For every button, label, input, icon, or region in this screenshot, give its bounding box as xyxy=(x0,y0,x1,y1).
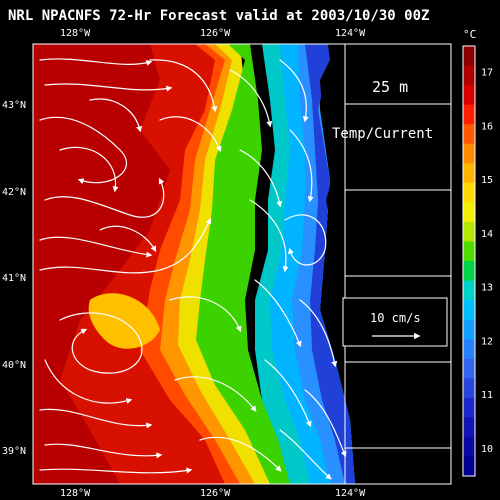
current-streamline xyxy=(284,214,327,266)
depth-label: 25 m xyxy=(372,78,408,96)
top-lon-label: 126°W xyxy=(200,28,231,39)
current-streamline xyxy=(304,389,347,458)
colorbar-tick-label: 12 xyxy=(481,336,493,347)
colorbar-segment xyxy=(463,65,475,86)
current-streamline xyxy=(89,98,143,133)
colorbar-segment xyxy=(463,182,475,203)
current-streamline xyxy=(169,296,242,333)
top-longitude-labels: 128°W 126°W 124°W xyxy=(60,28,366,39)
current-streamline xyxy=(239,149,283,208)
colorbar-segment xyxy=(463,221,475,242)
colorbar-segment xyxy=(463,378,475,399)
current-streamline xyxy=(44,359,133,404)
colorbar-segment xyxy=(463,417,475,438)
current-streamline xyxy=(99,225,157,253)
colorbar-segment xyxy=(463,339,475,360)
latitude-labels: 43°N 42°N 41°N 40°N 39°N xyxy=(2,100,26,457)
colorbar-segment xyxy=(463,46,475,67)
colorbar-tick-label: 16 xyxy=(481,121,493,132)
current-streamline xyxy=(39,217,212,274)
colorbar-segment xyxy=(463,300,475,321)
current-streamline xyxy=(39,467,193,474)
figure-title: NRL NPACNFS 72-Hr Forecast valid at 2003… xyxy=(8,8,429,24)
colorbar-segment xyxy=(463,436,475,457)
sst-coastal-blue xyxy=(305,44,355,484)
bottom-lon-label: 126°W xyxy=(200,488,231,499)
colorbar-segment xyxy=(463,280,475,301)
sst-yellow xyxy=(88,293,160,349)
current-streamline xyxy=(279,59,309,123)
colorbar-segment xyxy=(463,143,475,164)
current-streamline xyxy=(39,58,153,66)
colorbar-tick-labels: 17 16 15 14 13 12 11 10 xyxy=(481,68,493,455)
field-label: Temp/Current xyxy=(332,126,433,142)
colorbar-segment xyxy=(463,202,475,223)
bottom-lon-label: 128°W xyxy=(60,488,91,499)
colorbar-segment xyxy=(463,358,475,379)
graticule xyxy=(344,44,451,484)
lat-label: 40°N xyxy=(2,360,26,371)
bottom-lon-label: 124°W xyxy=(335,488,366,499)
top-lon-label: 128°W xyxy=(60,28,91,39)
map-panel xyxy=(33,44,451,484)
lat-label: 41°N xyxy=(2,273,26,284)
current-streamline xyxy=(199,436,282,472)
current-streamline xyxy=(279,429,332,480)
land-mask xyxy=(320,44,451,484)
current-streamline xyxy=(44,177,165,218)
colorbar-segment xyxy=(463,397,475,418)
colorbar-segment xyxy=(463,261,475,282)
current-streamline xyxy=(39,116,127,184)
current-streamline xyxy=(149,59,218,113)
sst-deep-red xyxy=(33,44,170,484)
colorbar-segment xyxy=(463,319,475,340)
colorbar-unit: °C xyxy=(463,28,476,41)
current-streamline xyxy=(44,83,173,92)
vector-scale-box: 10 cm/s xyxy=(342,297,448,347)
current-streamline xyxy=(174,376,257,412)
colorbar-tick-label: 13 xyxy=(481,283,493,294)
colorbar-frame xyxy=(462,45,476,477)
lat-label: 42°N xyxy=(2,187,26,198)
current-streamline xyxy=(159,116,222,153)
current-streamline xyxy=(59,312,143,374)
colorbar-segment xyxy=(463,456,475,477)
colorbar-tick-label: 17 xyxy=(481,68,493,79)
colorbar-segment xyxy=(463,104,475,125)
map-frame xyxy=(32,43,452,485)
current-streamline xyxy=(39,236,153,258)
current-streamline xyxy=(59,146,119,193)
colorbar-segment xyxy=(463,124,475,145)
current-streamline xyxy=(44,443,163,459)
colorbar-tick-label: 10 xyxy=(481,444,493,455)
current-streamlines xyxy=(39,58,347,480)
colorbar-tick-label: 11 xyxy=(481,390,493,401)
colorbar-tick-label: 14 xyxy=(481,229,493,240)
current-streamline xyxy=(39,408,153,429)
current-streamline xyxy=(249,199,289,273)
current-streamline xyxy=(254,279,302,348)
bottom-longitude-labels: 128°W 126°W 124°W xyxy=(60,488,366,499)
colorbar-segment xyxy=(463,163,475,184)
temperature-colorbar xyxy=(462,45,476,477)
vector-scale-label: 10 cm/s xyxy=(370,311,421,325)
current-streamline xyxy=(299,299,338,368)
top-lon-label: 124°W xyxy=(335,28,366,39)
lat-label: 39°N xyxy=(2,446,26,457)
colorbar-segment xyxy=(463,241,475,262)
colorbar-tick-label: 15 xyxy=(481,175,493,186)
colorbar-segment xyxy=(463,85,475,106)
sst-green-front xyxy=(196,44,290,484)
lat-label: 43°N xyxy=(2,100,26,111)
current-streamline xyxy=(229,69,273,128)
current-streamline xyxy=(264,359,312,428)
current-streamline xyxy=(289,129,314,203)
